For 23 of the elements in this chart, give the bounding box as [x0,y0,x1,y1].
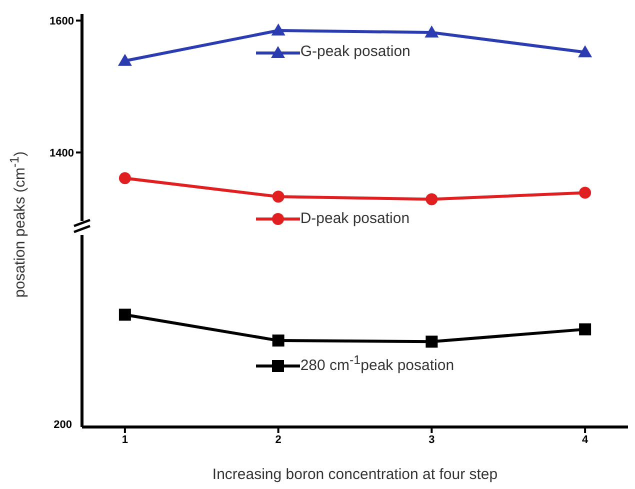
point [578,45,592,58]
x-tick-label: 2 [275,434,282,446]
point [271,23,286,36]
point [426,336,438,348]
point [426,193,438,206]
point [424,25,439,38]
legend-label: D-peak posation [300,210,410,227]
point [118,172,131,184]
point [118,54,132,66]
point [118,308,131,321]
text: 200 [52,419,72,431]
point [272,334,284,347]
point [579,186,592,199]
x-tick-label: 3 [428,434,435,446]
x-tick-label: 1 [122,434,128,446]
point [272,190,284,203]
legend-label: G-peak posation [300,43,410,60]
y-tick-label: 1400 [50,147,74,160]
x-axis-title: Increasing boron concentration at four step [212,466,498,483]
x-tick-label: 4 [582,434,589,446]
legend-label: 280 cm$^{-1}$peak posation [300,353,454,374]
y-tick-label: 1600 [50,16,74,28]
point [579,323,592,336]
